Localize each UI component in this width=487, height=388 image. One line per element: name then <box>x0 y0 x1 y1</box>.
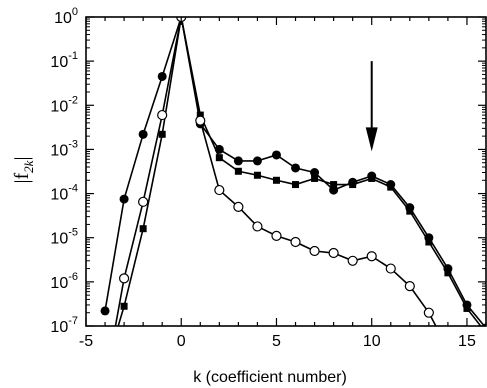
data-point <box>483 329 487 336</box>
y-tick-label: 10-3 <box>50 138 78 159</box>
data-point <box>233 156 243 166</box>
y-tick-label: 10-1 <box>50 50 78 71</box>
data-point <box>253 171 261 179</box>
data-point <box>272 176 280 184</box>
data-point <box>215 154 223 162</box>
y-axis-label-sub: 2k <box>21 160 36 173</box>
data-point <box>157 109 168 121</box>
x-tick-label: 15 <box>458 333 476 350</box>
data-point <box>234 167 242 175</box>
y-axis-label: |f2k| <box>11 157 36 184</box>
data-point <box>233 201 244 212</box>
axes-layer: -5 0 5 10 15 100 10-1 10-2 10-3 10-4 10-5 10-6 10-7 <box>50 6 487 350</box>
data-point <box>311 174 319 182</box>
data-point <box>330 181 338 189</box>
data-point <box>120 302 128 310</box>
data-point <box>309 245 320 257</box>
y-tick-label: 10-6 <box>50 271 78 292</box>
annotation-layer <box>365 61 378 152</box>
x-tick-label: -5 <box>79 333 93 350</box>
data-point <box>387 183 395 191</box>
data-point <box>118 273 130 284</box>
data-point <box>291 163 301 173</box>
data-point <box>119 194 129 204</box>
data-point <box>425 238 433 246</box>
y-tick-label: 10-5 <box>50 227 78 248</box>
data-point <box>368 174 376 182</box>
series-line <box>114 17 437 326</box>
data-point <box>138 196 149 207</box>
data-point <box>463 304 471 312</box>
data-point <box>443 345 452 354</box>
series-line <box>104 17 486 326</box>
data-point <box>349 181 357 189</box>
data-point <box>310 168 320 178</box>
x-axis-label: k (coefficient number) <box>193 369 347 386</box>
series-open-circle <box>101 17 452 388</box>
data-point <box>102 367 109 374</box>
data-point <box>214 184 225 196</box>
data-point <box>195 115 206 126</box>
data-point <box>196 111 204 119</box>
data-point <box>101 379 110 388</box>
data-point <box>404 281 415 292</box>
y-tick-label: 10-7 <box>50 315 78 336</box>
data-point <box>347 255 358 266</box>
x-tick-label: 10 <box>363 333 381 350</box>
series-layer <box>100 17 487 388</box>
data-point <box>158 130 166 138</box>
data-point <box>290 236 301 248</box>
data-point <box>423 307 434 318</box>
data-point <box>252 156 262 166</box>
y-axis-label-close: | <box>11 157 33 161</box>
data-point <box>328 247 339 259</box>
y-tick-label: 10-4 <box>50 183 78 204</box>
data-point <box>157 71 167 81</box>
y-axis-label-open: |f <box>11 172 33 183</box>
y-tick-label: 100 <box>54 6 78 27</box>
data-point <box>444 269 452 277</box>
y-tick-label: 10-2 <box>50 94 78 115</box>
data-point <box>138 129 148 139</box>
data-point <box>252 221 263 232</box>
data-point <box>292 181 300 189</box>
arrow-head-icon <box>365 127 378 152</box>
data-point <box>271 230 282 241</box>
data-point <box>139 225 147 233</box>
x-tick-label: 5 <box>272 333 281 350</box>
x-tick-label: 0 <box>177 333 186 350</box>
series-filled-circle <box>100 17 486 326</box>
series-filled-square <box>102 17 487 374</box>
data-point <box>366 251 377 262</box>
data-point <box>100 306 110 316</box>
plot-frame <box>85 16 487 327</box>
data-point <box>385 263 396 274</box>
data-point <box>271 150 281 160</box>
data-point <box>406 207 414 215</box>
